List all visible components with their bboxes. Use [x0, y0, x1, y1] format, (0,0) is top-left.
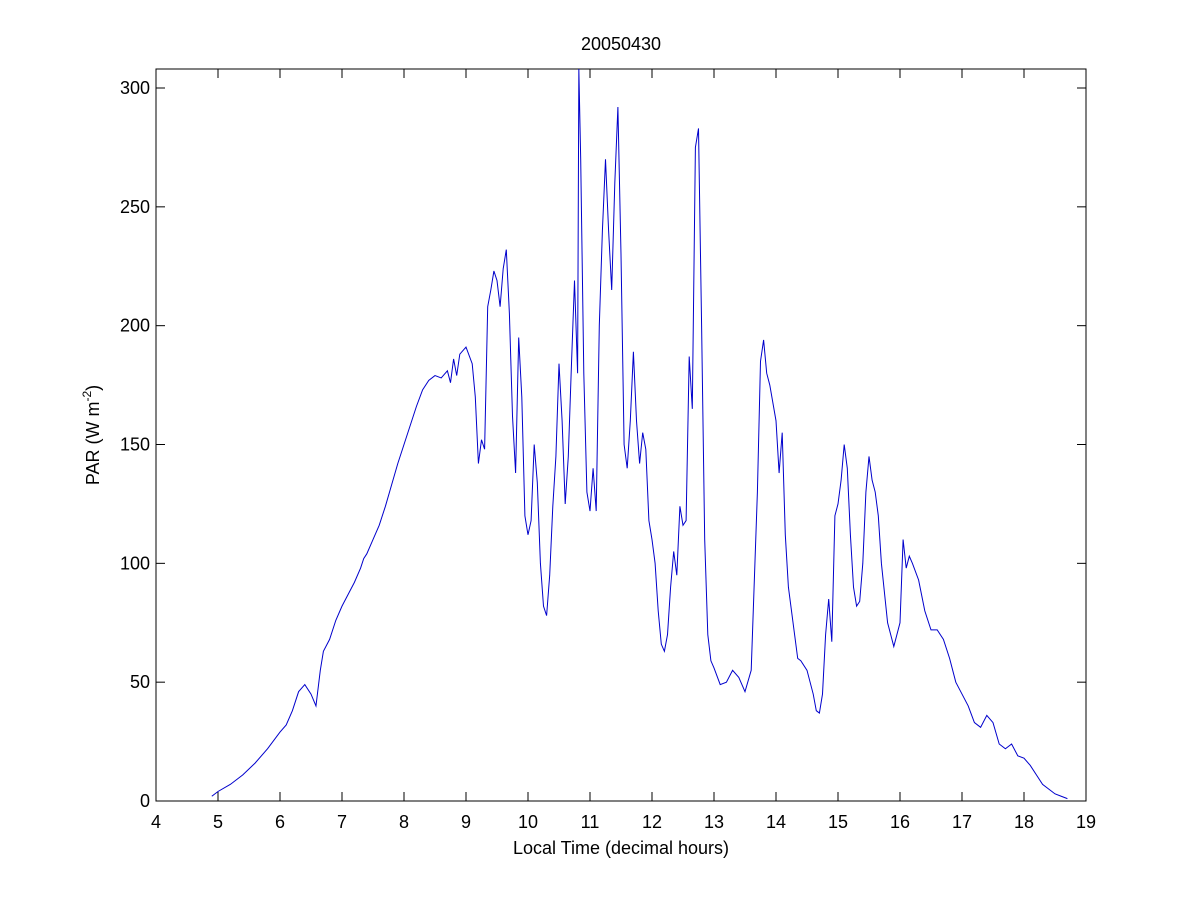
- x-tick-label: 6: [275, 812, 285, 832]
- x-tick-label: 10: [518, 812, 538, 832]
- y-tick-label: 300: [120, 78, 150, 98]
- x-tick-label: 9: [461, 812, 471, 832]
- axes-box: [155, 68, 1087, 802]
- x-tick-label: 19: [1076, 812, 1096, 832]
- data-line: [211, 68, 1068, 800]
- x-tick-label: 11: [581, 812, 600, 832]
- y-tick-label: 50: [130, 672, 150, 692]
- y-tick-label: 150: [120, 435, 150, 455]
- y-label-suffix: ): [83, 385, 103, 391]
- y-label-text: PAR (W m: [83, 402, 103, 486]
- x-tick-label: 15: [828, 812, 848, 832]
- x-axis-label: Local Time (decimal hours): [513, 838, 729, 858]
- x-tick-label: 17: [952, 812, 972, 832]
- y-axis-label: PAR (W m-2): [80, 385, 103, 485]
- y-tick-label: 200: [120, 316, 150, 336]
- x-tick-label: 4: [151, 812, 161, 832]
- y-tick-label: 100: [120, 553, 150, 573]
- chart-title: 20050430: [581, 34, 661, 54]
- x-tick-label: 13: [704, 812, 724, 832]
- x-tick-label: 14: [766, 812, 786, 832]
- x-tick-label: 16: [890, 812, 910, 832]
- y-tick-label: 0: [140, 791, 150, 811]
- y-tick-label: 250: [120, 197, 150, 217]
- y-label-superscript: -2: [80, 391, 94, 402]
- x-tick-label: 7: [337, 812, 347, 832]
- x-tick-label: 5: [213, 812, 223, 832]
- x-tick-label: 18: [1014, 812, 1034, 832]
- x-tick-label: 12: [642, 812, 662, 832]
- x-tick-label: 8: [399, 812, 409, 832]
